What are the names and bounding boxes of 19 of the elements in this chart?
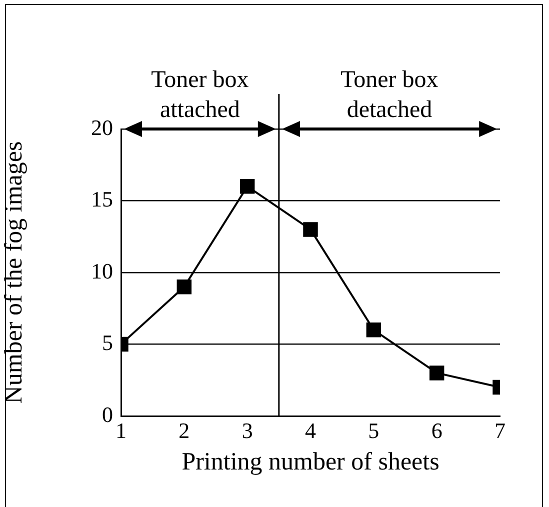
x-tick-label: 6 xyxy=(431,418,442,443)
y-axis-title: Number of the fog images xyxy=(0,141,28,404)
x-tick-label: 4 xyxy=(305,418,316,443)
x-tick-label: 5 xyxy=(368,418,380,443)
x-tick-label: 2 xyxy=(178,418,190,443)
point xyxy=(240,179,255,194)
point xyxy=(303,222,318,237)
y-tick-label: 10 xyxy=(91,258,113,284)
x-axis-title: Printing number of sheets xyxy=(182,448,440,476)
text: Toner box detached xyxy=(340,67,438,123)
x-tick-label: 7 xyxy=(494,418,506,443)
y-tick-label: 20 xyxy=(91,114,113,140)
y-tick-label: 15 xyxy=(91,186,113,212)
text: Toner box attached xyxy=(151,67,249,123)
point xyxy=(366,322,382,338)
y-tick-label: 5 xyxy=(102,330,113,356)
x-tick-label: 3 xyxy=(242,418,253,443)
y-tick-label: 0 xyxy=(102,402,113,427)
x-tick-label: 1 xyxy=(116,418,126,443)
